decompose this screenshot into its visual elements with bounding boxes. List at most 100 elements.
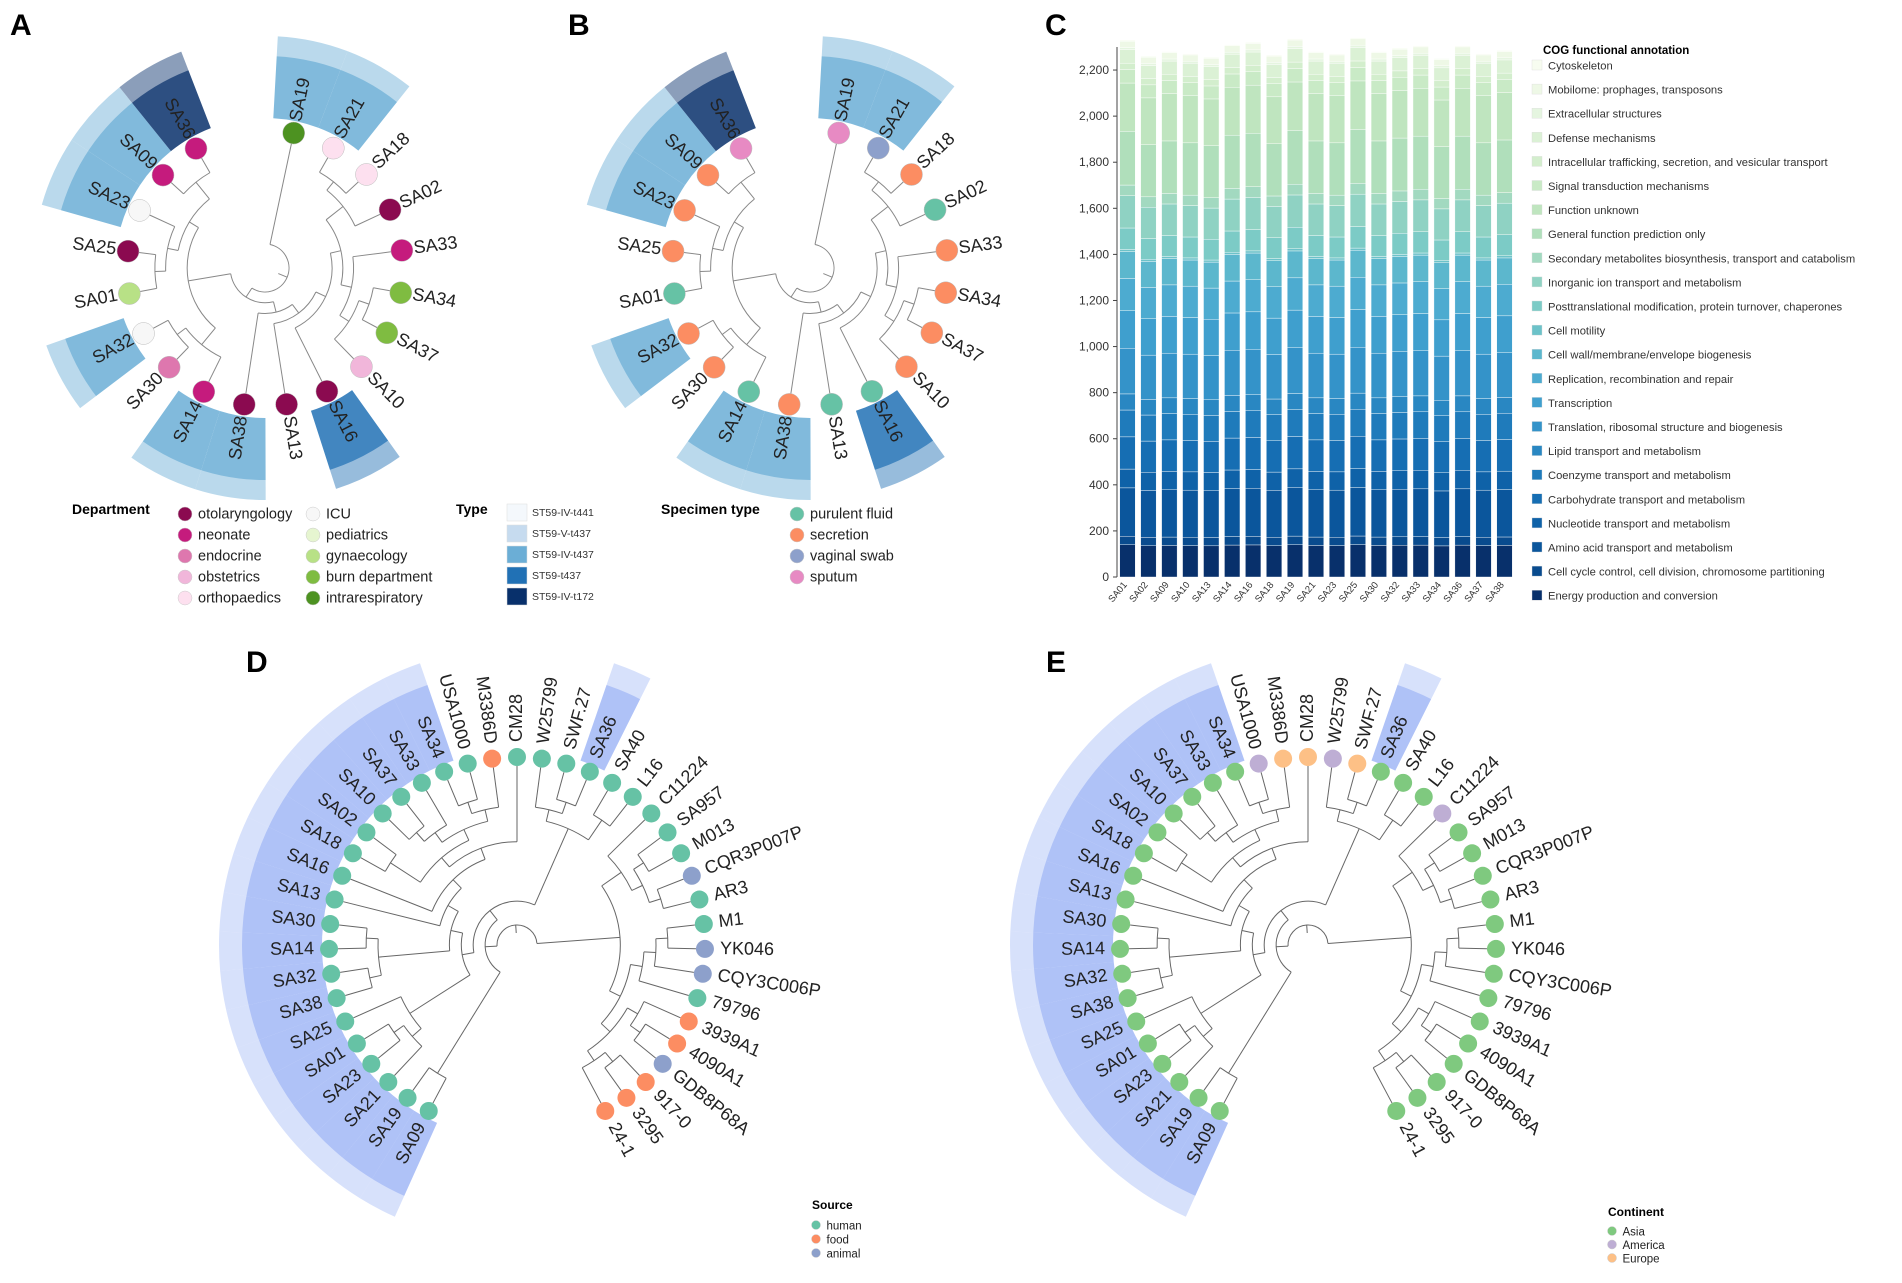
- e-tip-m1: [1485, 915, 1504, 934]
- d-tip-sa33: [412, 773, 431, 792]
- bar-sa10-seg-12: [1182, 236, 1199, 259]
- bar-sa37-seg-5: [1475, 414, 1492, 441]
- b-tip-sa37: [920, 321, 944, 345]
- department-legend-label-icu: ICU: [326, 507, 351, 523]
- e-tip-sa09: [1210, 1101, 1229, 1120]
- bar-sa30-seg-14: [1370, 193, 1387, 205]
- bar-sa34-seg-15: [1433, 146, 1450, 199]
- type-legend: Type ST59-IV-t441 ST59-V-t437 ST59-IV-t437…: [456, 501, 594, 606]
- tree-branch-arc-44: [384, 854, 397, 872]
- bar-sa19-seg-17: [1287, 68, 1304, 83]
- a-tip-sa34: [389, 281, 413, 305]
- tree-branch-76: [609, 803, 628, 827]
- a-label-sa33: SA33: [412, 232, 458, 257]
- cog-legend-swatch-19: [1531, 517, 1543, 529]
- tree-branch-43: [390, 862, 421, 883]
- tree-branch-arc-59: [458, 798, 478, 807]
- cog-legend-swatch-8: [1531, 252, 1543, 264]
- tree-branch-112: [1424, 1039, 1448, 1059]
- d-tip-usa1000: [458, 754, 477, 773]
- tree-branch-118: [604, 1067, 622, 1091]
- e-band-fade: [1003, 640, 1613, 1250]
- bar-sa13-seg-1: [1203, 537, 1220, 547]
- bar-sa21-seg-17: [1308, 80, 1324, 94]
- bar-sa10-seg-18: [1182, 76, 1199, 83]
- bar-sa14-seg-22: [1224, 44, 1241, 46]
- department-legend-label-obstetrics: obstetrics: [198, 570, 260, 586]
- tree-branch-102: [654, 965, 694, 973]
- bar-sa21-seg-8: [1308, 316, 1324, 354]
- bar-sa37-seg-16: [1475, 95, 1492, 144]
- tree-branch-71: [556, 772, 565, 800]
- b-tip-sa25: [661, 239, 685, 263]
- d-label-l16: L16: [633, 754, 667, 790]
- a-label-sa34: SA34: [411, 284, 458, 312]
- tree-branch-arc-25: [906, 287, 919, 320]
- bar-sa13-seg-3: [1203, 472, 1220, 491]
- a-tip-sa09: [151, 163, 175, 187]
- bar-sa36-seg-8: [1454, 313, 1471, 351]
- tree-branch-39: [1271, 848, 1277, 860]
- tree-branch-51: [1207, 832, 1216, 842]
- bar-sa23-seg-5: [1328, 414, 1345, 441]
- panel-d-circular-tree: SA09SA19SA21SA23SA01SA25SA38SA32SA14SA30…: [212, 640, 822, 1250]
- d-tip-sa21: [379, 1073, 398, 1092]
- bar-sa32-seg-20: [1391, 55, 1408, 58]
- bar-sa25-seg-16: [1349, 80, 1366, 130]
- tree-branch-52: [170, 182, 184, 195]
- a-tip-sa23: [128, 199, 151, 222]
- bar-sa10-seg-6: [1182, 398, 1199, 415]
- tree-branch-arc-20: [884, 256, 900, 316]
- bar-sa16-seg-1: [1245, 536, 1262, 546]
- b-label-sa01: SA01: [617, 285, 664, 313]
- bar-sa16-seg-3: [1245, 469, 1262, 489]
- bar-sa10-seg-9: [1182, 285, 1199, 318]
- bar-sa09-seg-7: [1161, 352, 1178, 399]
- bar-sa33-seg-20: [1412, 53, 1429, 56]
- bar-sa19-seg-11: [1287, 248, 1304, 252]
- bar-sa33-seg-8: [1412, 313, 1429, 351]
- tree-branch-34: [201, 327, 216, 345]
- bar-sa33-seg-9: [1412, 281, 1429, 314]
- tree-branch-41: [189, 221, 199, 229]
- tree-branch-79: [601, 871, 622, 887]
- tree-branch-8: [860, 291, 871, 298]
- bar-sa16-seg-18: [1245, 65, 1262, 72]
- bar-sa34-seg-16: [1433, 99, 1450, 147]
- bar-sa30-seg-22: [1370, 51, 1387, 53]
- x-tick-label-sa13: SA13: [1190, 580, 1213, 605]
- a-label-sa18: SA18: [368, 128, 414, 173]
- bar-sa21-seg-13: [1308, 203, 1324, 236]
- specimen-legend-label-sputum: sputum: [810, 570, 858, 586]
- tree-branch-69: [1352, 802, 1358, 814]
- bar-sa21-seg-16: [1308, 93, 1324, 142]
- tree-branch-32: [733, 273, 776, 282]
- tree-branch-arc-52: [408, 825, 425, 840]
- tree-branch-arc-42: [177, 198, 210, 251]
- a-type-band-sa21: [318, 51, 410, 151]
- tree-branch-90: [657, 878, 684, 890]
- a-tip-sa25: [116, 239, 140, 263]
- bar-sa13-seg-7: [1203, 355, 1220, 401]
- bar-sa25-seg-21: [1349, 38, 1366, 46]
- panel-letter-c: C: [1045, 9, 1067, 42]
- tree-branch-102: [1445, 965, 1485, 973]
- bar-sa34-seg-3: [1433, 472, 1450, 492]
- bar-sa33-seg-17: [1412, 74, 1429, 89]
- tree-branch-arc-12: [400, 996, 422, 1029]
- bar-sa25-seg-18: [1349, 60, 1366, 68]
- bar-sa13-seg-13: [1203, 207, 1220, 240]
- tree-branch-arc-78: [1392, 885, 1412, 992]
- bar-sa16-seg-16: [1245, 84, 1262, 134]
- tree-branch-30: [273, 323, 286, 394]
- bar-sa36-seg-10: [1454, 254, 1471, 282]
- bar-sa30-seg-18: [1370, 74, 1387, 81]
- bar-sa01-seg-17: [1119, 69, 1136, 84]
- bar-sa19-seg-6: [1287, 393, 1304, 410]
- d-label-w25799: W25799: [533, 676, 562, 745]
- type-legend-swatch-0: [506, 503, 528, 522]
- bar-sa13-seg-16: [1203, 98, 1220, 146]
- bar-sa21-seg-22: [1308, 51, 1324, 53]
- tree-branch-11: [1200, 974, 1262, 1014]
